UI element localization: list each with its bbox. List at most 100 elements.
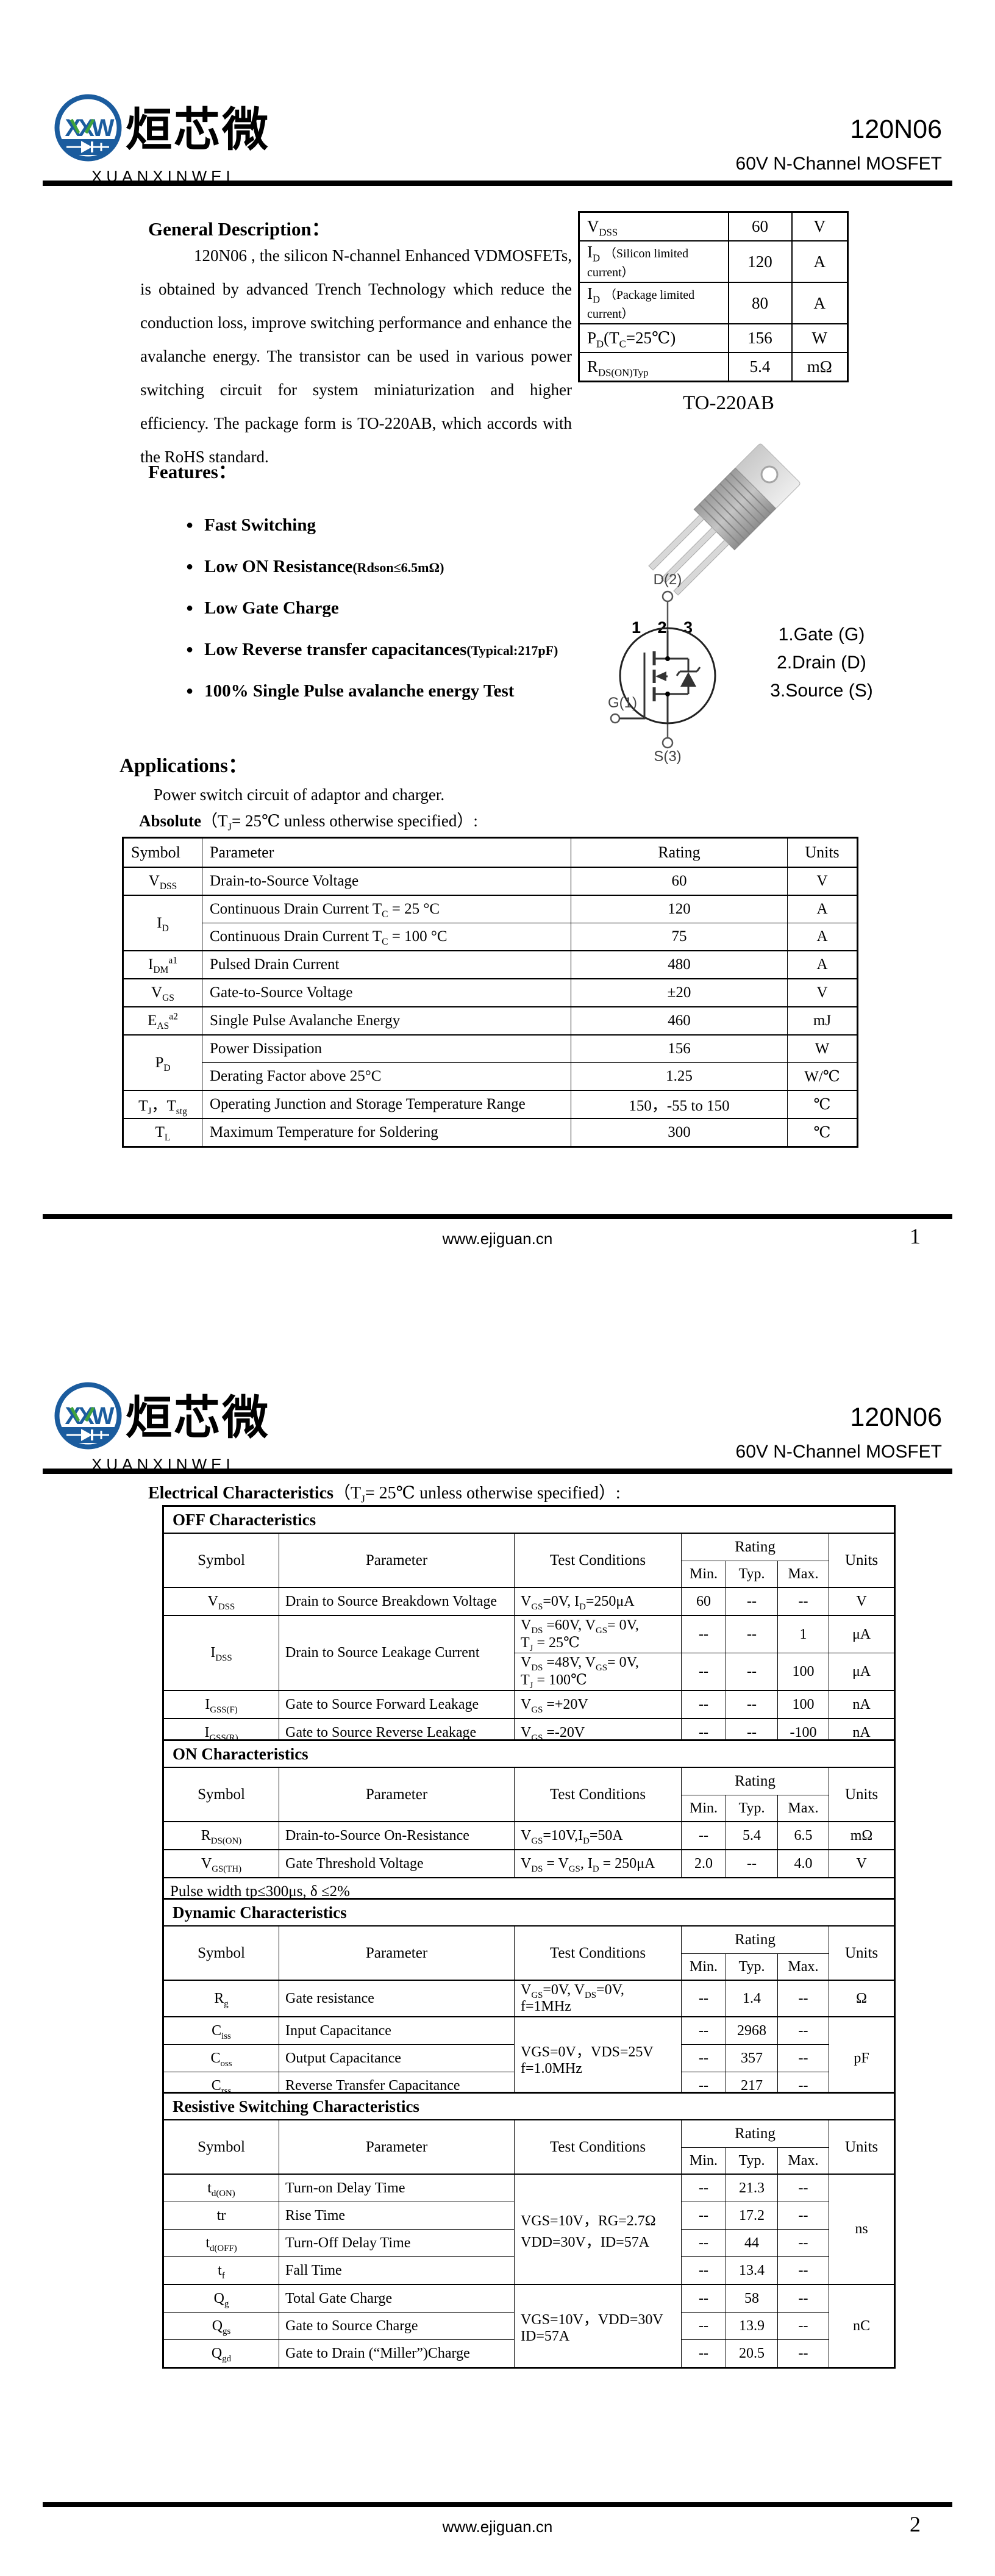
- table-cell: 156: [571, 1034, 788, 1063]
- package-drawing-to220: [648, 443, 801, 596]
- table-cell: W: [787, 1034, 858, 1063]
- table-cell: 13.9: [726, 2312, 778, 2340]
- table-cell: VGS(TH): [163, 1849, 279, 1878]
- pin-legend-item: 2.Drain (D): [777, 653, 866, 673]
- table-cell: --: [726, 1690, 778, 1719]
- header-rule: [43, 1469, 952, 1474]
- table-cell: nC: [828, 2284, 896, 2368]
- table-row: Symbol Parameter Test Conditions Rating Unit…: [163, 1533, 896, 1588]
- footer-url: www.ejiguan.cn: [442, 2517, 553, 2536]
- table-cell: 20.5: [726, 2339, 778, 2368]
- table-cell: VDS = VGS, ID = 250μA: [514, 1849, 682, 1878]
- source-label: S(3): [654, 748, 681, 764]
- table-cell: 120: [727, 240, 793, 283]
- table-row: Continuous Drain Current TC = 100 °C 75 A: [123, 923, 858, 951]
- electrical-characteristics-heading: Electrical Characteristics（TJ= 25℃ unles…: [148, 1484, 621, 1505]
- table-row: ID （Package limited current） 80 A: [578, 282, 849, 324]
- table-cell: --: [681, 1690, 726, 1719]
- table-cell: Turn-on Delay Time: [279, 2174, 515, 2202]
- table-cell: Drain to Source Breakdown Voltage: [279, 1587, 515, 1616]
- table-cell: --: [777, 1587, 829, 1616]
- table-cell: 100: [777, 1653, 829, 1691]
- table-cell: mΩ: [791, 352, 849, 382]
- brand-name-cn: 烜芯微: [126, 1392, 270, 1444]
- device-subtitle: 60V N-Channel MOSFET: [735, 1442, 942, 1462]
- table-cell: Operating Junction and Storage Temperatu…: [202, 1090, 571, 1119]
- column-header: Parameter: [279, 1925, 515, 1981]
- table-row: Rg Gate resistance VGS=0V, VDS=0V, f=1MHz -…: [163, 1980, 896, 2017]
- footer-rule: [43, 1214, 952, 1219]
- table-row: VDSS Drain-to-Source Voltage 60 V: [123, 867, 858, 896]
- table-cell: Continuous Drain Current TC = 100 °C: [202, 923, 571, 951]
- table-cell: ℃: [787, 1118, 858, 1147]
- table-cell: --: [777, 2229, 829, 2257]
- feature-item: Low ON Resistance(Rdson≤6.5mΩ): [186, 557, 601, 598]
- table-cell: Ω: [828, 1980, 896, 2017]
- table-cell: V: [828, 1587, 896, 1616]
- table-cell: 60: [727, 211, 793, 242]
- table-row: Min. Typ. Max.: [163, 1953, 895, 1981]
- pin-legend-item: 3.Source (S): [770, 681, 873, 701]
- column-header: Max.: [777, 1953, 829, 1981]
- table-row: tf Fall Time -- 13.4 --: [163, 2256, 895, 2285]
- table-cell: 17.2: [726, 2202, 778, 2230]
- features-list: Fast SwitchingLow ON Resistance(Rdson≤6.…: [186, 515, 601, 723]
- mosfet-symbol: D(2) G(1) S(3): [608, 572, 716, 764]
- table-cell: VGS=0V, VDS=0V, f=1MHz: [514, 1980, 682, 2017]
- column-header: Units: [828, 2119, 896, 2175]
- table-cell: VGS=0V, ID=250μA: [514, 1587, 682, 1616]
- table-row: Coss Output Capacitance -- 357 --: [163, 2044, 895, 2072]
- table-cell: Rg: [163, 1980, 279, 2017]
- table-cell: A: [791, 240, 849, 283]
- column-header: Symbol: [163, 1533, 279, 1588]
- pin-legend: 1.Gate (G) 2.Drain (D) 3.Source (S): [753, 621, 890, 705]
- off-characteristics-table: OFF Characteristics Symbol Parameter Test C…: [162, 1505, 896, 1748]
- table-cell: Drain-to-Source Voltage: [202, 867, 571, 896]
- table-row: ID Continuous Drain Current TC = 25 °C 120…: [123, 895, 858, 951]
- table-row: IGSS(F) Gate to Source Forward Leakage VGS…: [163, 1690, 896, 1719]
- table-section-title: OFF Characteristics: [162, 1506, 896, 1534]
- general-description-heading: General Description：: [148, 218, 330, 240]
- applications-body: Power switch circuit of adaptor and char…: [154, 785, 445, 804]
- column-header: Rating: [681, 1533, 829, 1561]
- table-row: Symbol Parameter Test Conditions Rating Unit…: [163, 2119, 896, 2175]
- table-row: Symbol Parameter Test Conditions Rating Unit…: [163, 1767, 896, 1822]
- table-cell: --: [777, 2016, 829, 2045]
- table-cell: V: [828, 1849, 896, 1878]
- table-cell: Fall Time: [279, 2256, 515, 2285]
- table-cell: Gate to Source Charge: [279, 2312, 515, 2340]
- table-cell: Turn-Off Delay Time: [279, 2229, 515, 2257]
- table-cell: ID （Silicon limited current）: [578, 240, 729, 283]
- table-row: VDS =48V, VGS= 0V, TJ = 100℃ -- -- 100 μA: [163, 1653, 896, 1691]
- table-row: Resistive Switching Characteristics: [162, 2092, 896, 2120]
- column-header: Symbol: [163, 1925, 279, 1981]
- table-cell: --: [681, 2174, 726, 2202]
- table-cell: 58: [726, 2284, 778, 2313]
- logo-monogram: XXW: [65, 1403, 114, 1429]
- table-cell: A: [787, 950, 858, 979]
- page-number: 2: [910, 2512, 921, 2536]
- table-cell: 6.5: [777, 1821, 829, 1850]
- table-cell: --: [681, 1615, 726, 1653]
- feature-note: (Rdson≤6.5mΩ): [352, 560, 444, 575]
- table-cell: V: [791, 211, 849, 242]
- table-row: IDSS Drain to Source Leakage Current VDS =…: [163, 1615, 896, 1691]
- quick-specs-table: VDSS 60 V ID （Silicon limited current） 120 A I…: [578, 211, 849, 382]
- absolute-ratings-heading: Absolute（TJ= 25℃ unless otherwise specif…: [139, 812, 478, 833]
- table-cell: --: [681, 2016, 726, 2045]
- table-cell: IGSS(F): [163, 1690, 279, 1719]
- table-cell: Rise Time: [279, 2202, 515, 2230]
- pin-legend-item: 1.Gate (G): [778, 624, 865, 645]
- table-cell: --: [681, 2339, 726, 2368]
- table-cell: PD(TC=25℃): [578, 323, 729, 353]
- table-cell: td(ON): [163, 2174, 279, 2202]
- package-name: TO-220AB: [683, 392, 774, 414]
- table-cell: TL: [123, 1118, 202, 1147]
- table-cell: --: [681, 2256, 726, 2285]
- table-row: TJ，Tstg Operating Junction and Storage Te…: [123, 1090, 858, 1119]
- table-row: ON Characteristics: [162, 1740, 896, 1768]
- table-cell: ns: [828, 2174, 896, 2285]
- absolute-ratings-table: Symbol Parameter Rating Units VDSS Drain-to-S…: [122, 837, 858, 1148]
- table-cell: Total Gate Charge: [279, 2284, 515, 2313]
